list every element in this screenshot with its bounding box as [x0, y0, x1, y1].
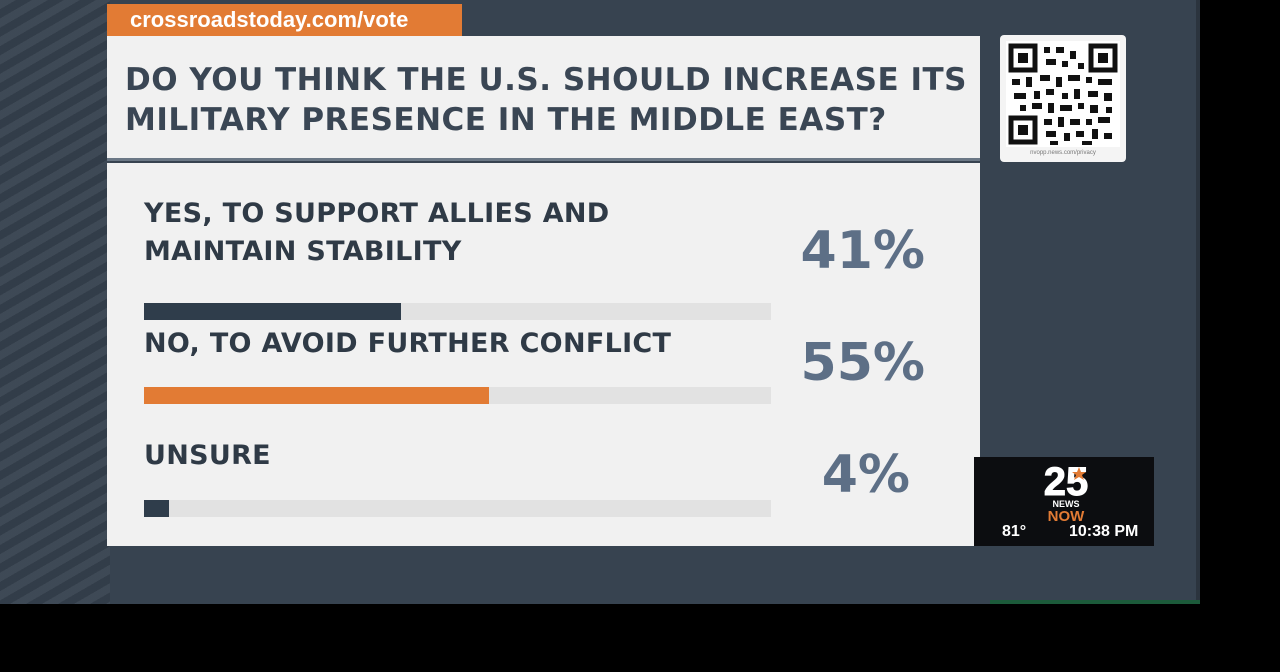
striped-background-decoration	[0, 0, 110, 604]
bottom-accent-strip	[990, 600, 1200, 604]
svg-text:NOW: NOW	[1048, 508, 1086, 523]
poll-graphic-stage: crossroadstoday.com/vote DO YOU THINK TH…	[0, 0, 1200, 604]
qr-caption: nvopp.news.com/privacy	[1030, 150, 1096, 156]
temperature-readout: 81°	[1002, 523, 1027, 540]
option-percent: 41%	[800, 221, 925, 281]
qr-code-card[interactable]: nvopp.news.com/privacy	[1000, 35, 1126, 162]
time-readout: 10:38 PM	[1069, 523, 1139, 540]
option-percent: 55%	[800, 333, 925, 393]
result-bar-fill	[144, 387, 489, 404]
results-panel: YES, TO SUPPORT ALLIES AND MAINTAIN STAB…	[107, 163, 980, 546]
stage-edge	[1196, 0, 1200, 604]
station-bug: 25 NEWS NOW 81° 10:38 PM	[974, 457, 1154, 546]
question-panel: DO YOU THINK THE U.S. SHOULD INCREASE IT…	[107, 36, 980, 161]
option-label: NO, TO AVOID FURTHER CONFLICT	[144, 328, 672, 359]
qr-code-icon	[1006, 41, 1120, 147]
result-bar-track	[144, 387, 771, 404]
result-bar-fill	[144, 500, 170, 517]
poll-question: DO YOU THINK THE U.S. SHOULD INCREASE IT…	[125, 62, 967, 138]
result-bar-track	[144, 500, 771, 517]
vote-url-tab[interactable]: crossroadstoday.com/vote	[107, 4, 462, 36]
result-bar-track	[144, 303, 771, 320]
svg-text:25: 25	[1044, 461, 1089, 504]
25-news-now-logo: 25 NEWS NOW	[1043, 461, 1089, 523]
svg-text:NEWS: NEWS	[1053, 499, 1080, 509]
option-label: YES, TO SUPPORT ALLIES AND MAINTAIN STAB…	[144, 198, 610, 267]
result-bar-fill	[144, 303, 402, 320]
option-percent: 4%	[821, 445, 910, 505]
option-label: UNSURE	[144, 440, 271, 471]
